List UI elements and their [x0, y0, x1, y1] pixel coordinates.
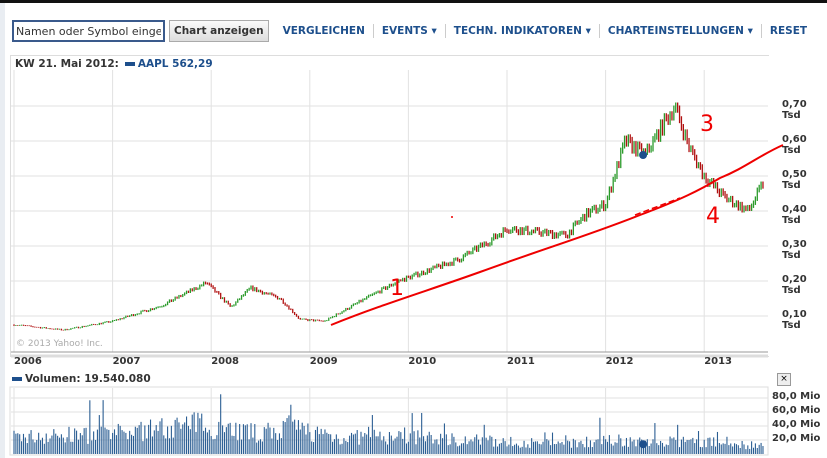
volume-swatch: [12, 377, 22, 381]
menu-reset[interactable]: RESET: [769, 25, 808, 37]
symbol-quote: AAPL 562,29: [137, 58, 213, 70]
volume-tick-label: 80,0 Mio: [772, 391, 821, 402]
selected-volume-marker: [639, 440, 648, 449]
top-border: [0, 0, 827, 3]
x-tick-label: 2012: [605, 356, 634, 367]
y-tick-label: 0,40 Tsd: [782, 204, 807, 226]
volume-label: Volumen: 19.540.080: [25, 373, 151, 385]
volume-tick-label: 20,0 Mio: [772, 433, 821, 444]
trendline-annotation: [330, 144, 784, 326]
y-tick-label: 0,50 Tsd: [782, 169, 807, 191]
x-tick-label: 2010: [408, 356, 437, 367]
menu-technical-indicators[interactable]: TECHN. INDIKATOREN ▾: [446, 24, 600, 38]
y-tick-label: 0,10 Tsd: [782, 309, 807, 331]
x-tick-label: 2013: [704, 356, 733, 367]
copyright: © 2013 Yahoo! Inc.: [16, 339, 103, 349]
show-chart-button[interactable]: Chart anzeigen: [169, 20, 269, 42]
y-tick-label: 0,20 Tsd: [782, 274, 807, 296]
annotation-4: 4: [706, 204, 720, 229]
left-edge: [0, 0, 5, 458]
menu-compare[interactable]: VERGLEICHEN: [275, 24, 374, 38]
annotation-dot: [451, 216, 453, 218]
menu-events[interactable]: EVENTS ▾: [374, 24, 446, 38]
x-tick-label: 2006: [14, 356, 42, 367]
volume-tick-label: 60,0 Mio: [772, 405, 821, 416]
y-tick-label: 0,30 Tsd: [782, 239, 807, 261]
volume-frame: [9, 386, 769, 456]
y-tick-label: 0,70 Tsd: [782, 99, 807, 121]
selected-point-marker: [639, 151, 648, 159]
x-tick-label: 2008: [211, 356, 240, 367]
volume-header: Volumen: 19.540.080: [12, 373, 151, 385]
x-tick-label: 2011: [507, 356, 535, 367]
trendline-annotation-dash: [634, 197, 681, 216]
date-label: KW 21. Mai 2012:: [15, 58, 119, 70]
close-volume-button[interactable]: ×: [777, 373, 791, 386]
annotation-3: 3: [700, 112, 714, 137]
volume-tick-label: 40,0 Mio: [772, 419, 821, 430]
annotation-1: 1: [390, 276, 404, 301]
chart-header: KW 21. Mai 2012: AAPL 562,29: [15, 58, 213, 70]
x-tick-label: 2007: [112, 356, 141, 367]
y-tick-label: 0,60 Tsd: [782, 134, 807, 156]
symbol-search-input[interactable]: [12, 20, 165, 42]
series-swatch: [124, 62, 135, 66]
toolbar: Chart anzeigen VERGLEICHEN EVENTS ▾ TECH…: [12, 19, 815, 43]
menu-chart-settings[interactable]: CHARTEINSTELLUNGEN ▾: [600, 24, 762, 38]
x-tick-label: 2009: [309, 356, 338, 367]
